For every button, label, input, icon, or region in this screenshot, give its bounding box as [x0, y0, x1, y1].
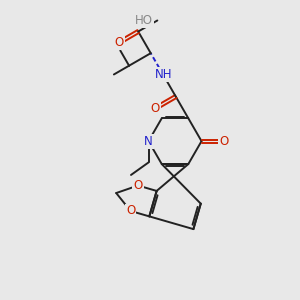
Text: O: O: [126, 205, 135, 218]
Text: N: N: [144, 135, 153, 148]
Text: O: O: [151, 102, 160, 115]
Text: O: O: [115, 36, 124, 49]
Text: NH: NH: [154, 68, 172, 81]
Text: O: O: [219, 135, 228, 148]
Text: HO: HO: [135, 14, 153, 27]
Text: O: O: [134, 179, 142, 192]
